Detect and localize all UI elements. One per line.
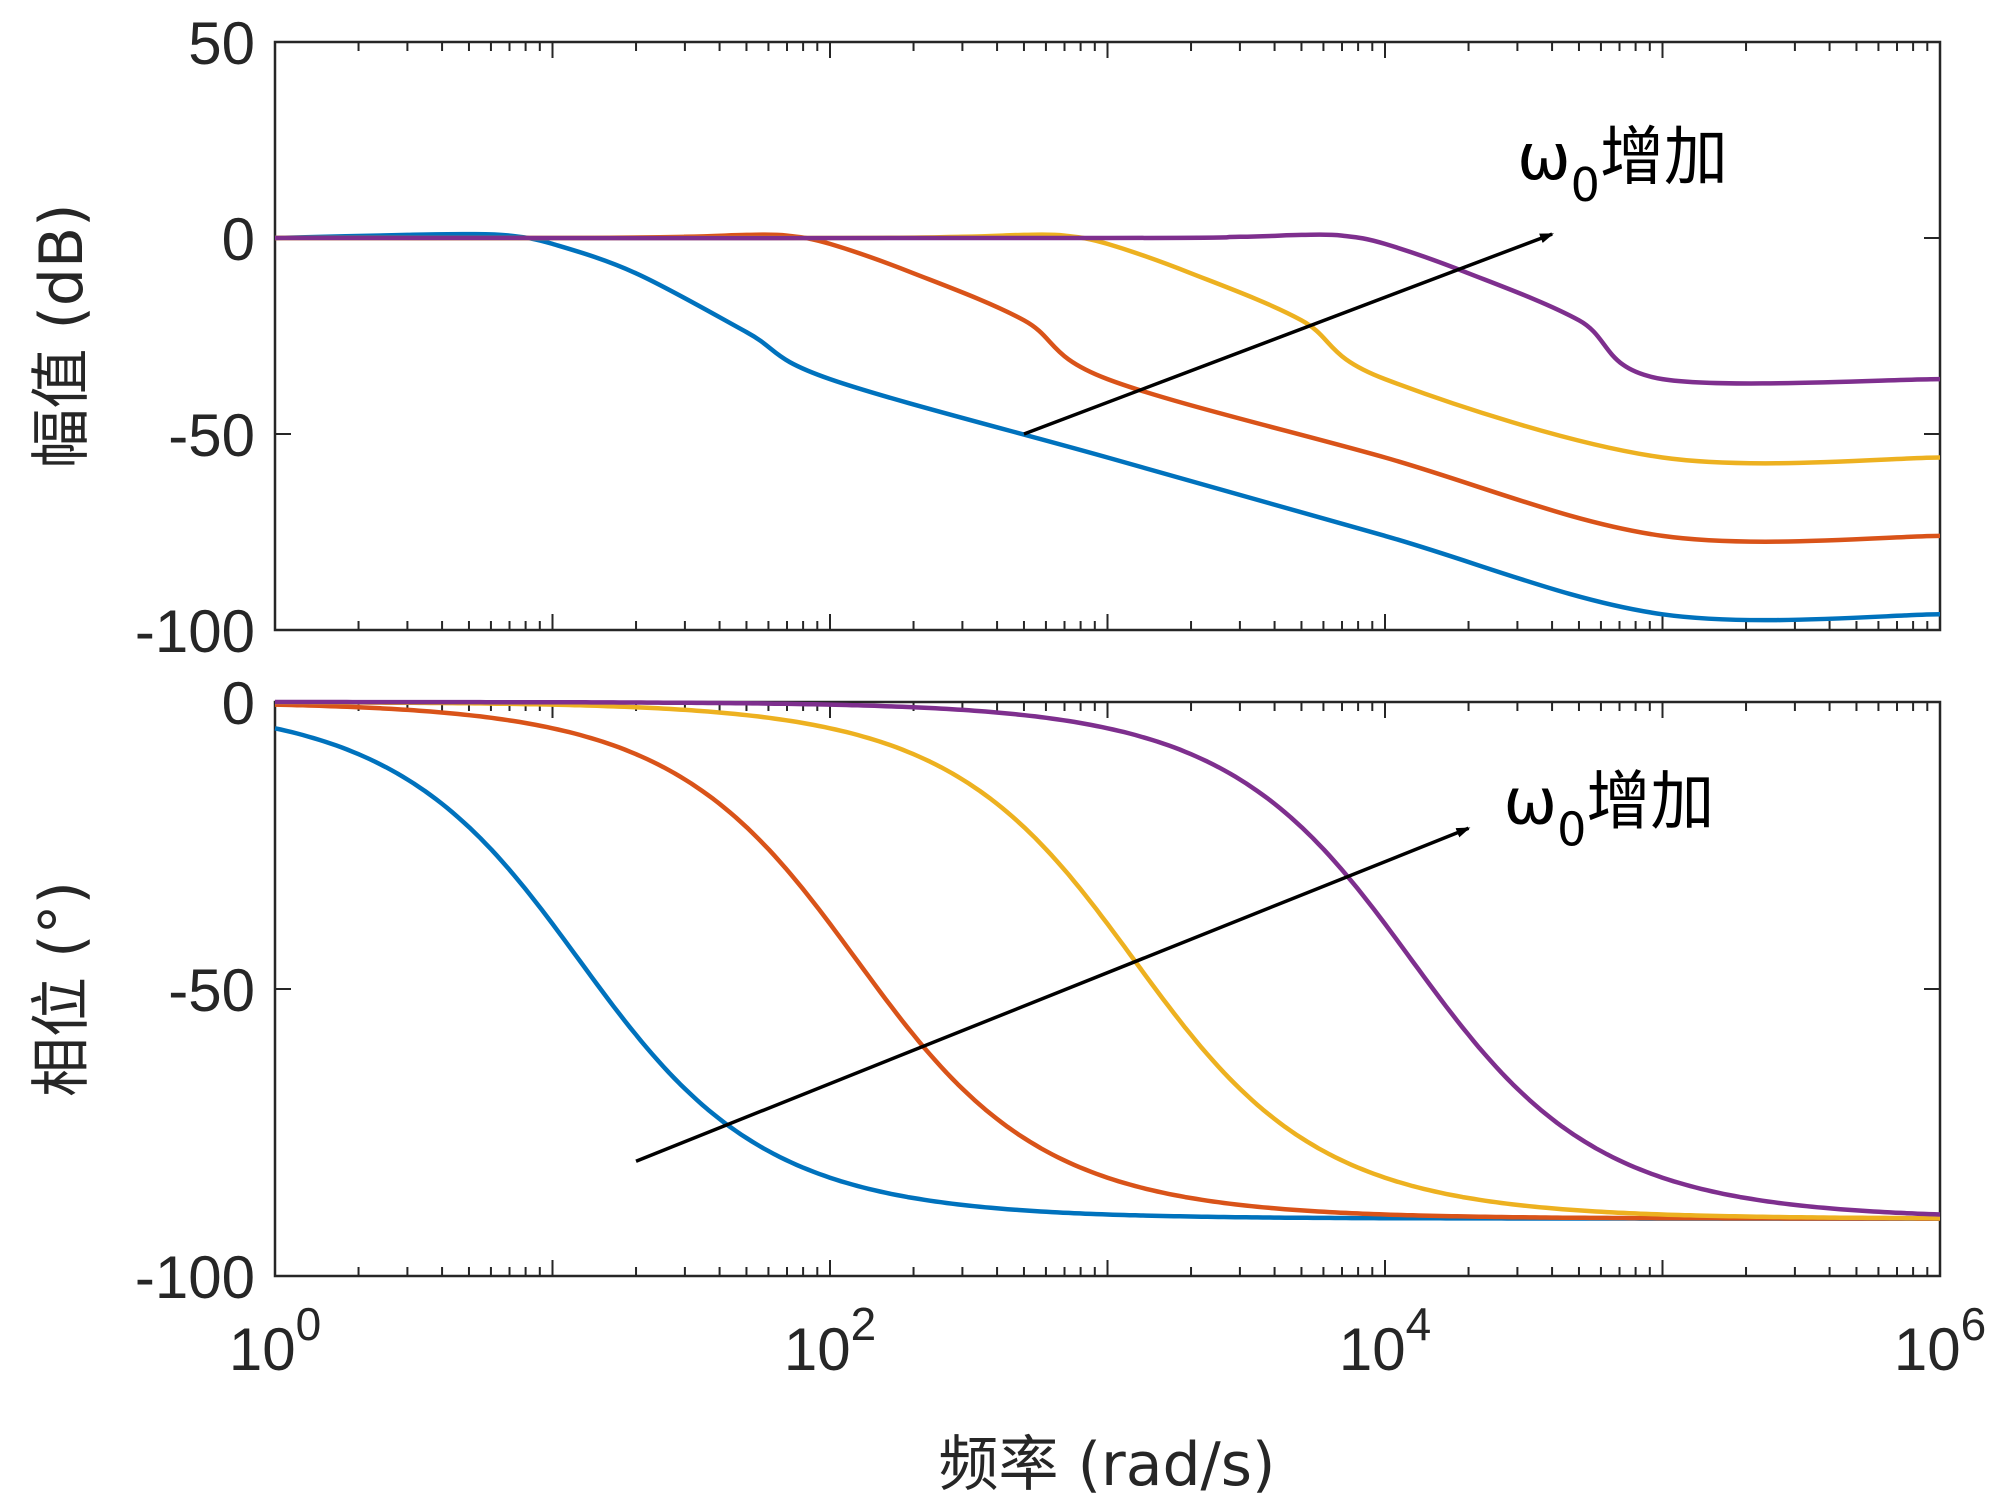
phase-series-line — [274, 702, 1940, 1221]
x-tick-label-exponent: 0 — [296, 1298, 322, 1350]
x-tick-label: 104 — [1339, 1298, 1431, 1383]
x-tick-label-base: 10 — [784, 1316, 851, 1383]
phase-annotation-omega: ω — [1504, 765, 1558, 839]
x-tick-label-base: 10 — [229, 1316, 296, 1383]
phase-y-tick-label: 0 — [222, 670, 255, 737]
magnitude-panel: 500-50-100 幅值 (dB) ω0增加 — [27, 10, 1942, 665]
magnitude-y-tick-labels: 50 0 -50 -100 — [135, 10, 255, 665]
phase-series-line — [275, 700, 1940, 1221]
magnitude-increase-arrow — [1023, 232, 1554, 436]
x-tick-label-exponent: 2 — [851, 1298, 877, 1350]
phase-increase-arrow — [635, 826, 1471, 1163]
magnitude-y-tick-label: 50 — [188, 10, 255, 77]
magnitude-annotation-subscript: 0 — [1571, 158, 1600, 212]
magnitude-y-tick-label: -100 — [135, 598, 255, 665]
x-tick-label-base: 10 — [1894, 1316, 1961, 1383]
magnitude-ticks — [274, 41, 1941, 631]
magnitude-annotation-text: 增加 — [1600, 121, 1728, 195]
x-tick-labels: 100 102 104 106 — [229, 1298, 1986, 1383]
x-tick-label: 106 — [1894, 1298, 1986, 1383]
x-tick-label-base: 10 — [1339, 1316, 1406, 1383]
phase-annotation-text: 增加 — [1586, 765, 1714, 839]
magnitude-series-line — [274, 232, 1941, 386]
phase-series-line — [275, 699, 1941, 1217]
magnitude-annotation: ω0增加 — [1517, 121, 1728, 212]
x-tick-label-exponent: 4 — [1406, 1298, 1432, 1350]
x-tick-label: 102 — [784, 1298, 876, 1383]
x-tick-label: 100 — [229, 1298, 321, 1383]
magnitude-annotation-omega: ω — [1517, 121, 1571, 195]
phase-y-tick-label: -100 — [135, 1244, 255, 1311]
magnitude-y-axis-label: 幅值 (dB) — [27, 203, 97, 468]
phase-y-tick-labels: 0 -50 -100 — [135, 670, 255, 1311]
magnitude-series-line — [274, 231, 1941, 623]
phase-annotation-subscript: 0 — [1557, 802, 1586, 856]
x-axis-label: 频率 (rad/s) — [939, 1430, 1276, 1500]
magnitude-series-line — [274, 232, 1941, 466]
magnitude-series-line — [274, 232, 1941, 544]
magnitude-y-tick-label: 0 — [222, 206, 255, 273]
x-tick-label-exponent: 6 — [1961, 1298, 1987, 1350]
phase-panel: 0-50-100 相位 (°) ω0增加 100 102 104 106 频率 (ra… — [27, 670, 1986, 1500]
phase-y-tick-label: -50 — [168, 957, 255, 1024]
magnitude-y-tick-label: -50 — [168, 402, 255, 469]
magnitude-curves — [274, 231, 1941, 623]
phase-y-axis-label: 相位 (°) — [27, 881, 97, 1097]
phase-curves — [274, 699, 1941, 1221]
phase-annotation: ω0增加 — [1504, 765, 1715, 856]
